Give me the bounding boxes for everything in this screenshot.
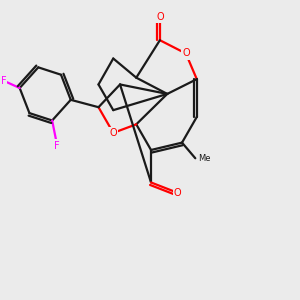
Text: F: F: [1, 76, 6, 85]
Text: O: O: [156, 12, 164, 22]
Text: O: O: [182, 49, 190, 58]
Text: O: O: [110, 128, 117, 138]
Text: Me: Me: [198, 154, 210, 163]
Text: F: F: [54, 141, 60, 151]
Text: O: O: [174, 188, 182, 198]
